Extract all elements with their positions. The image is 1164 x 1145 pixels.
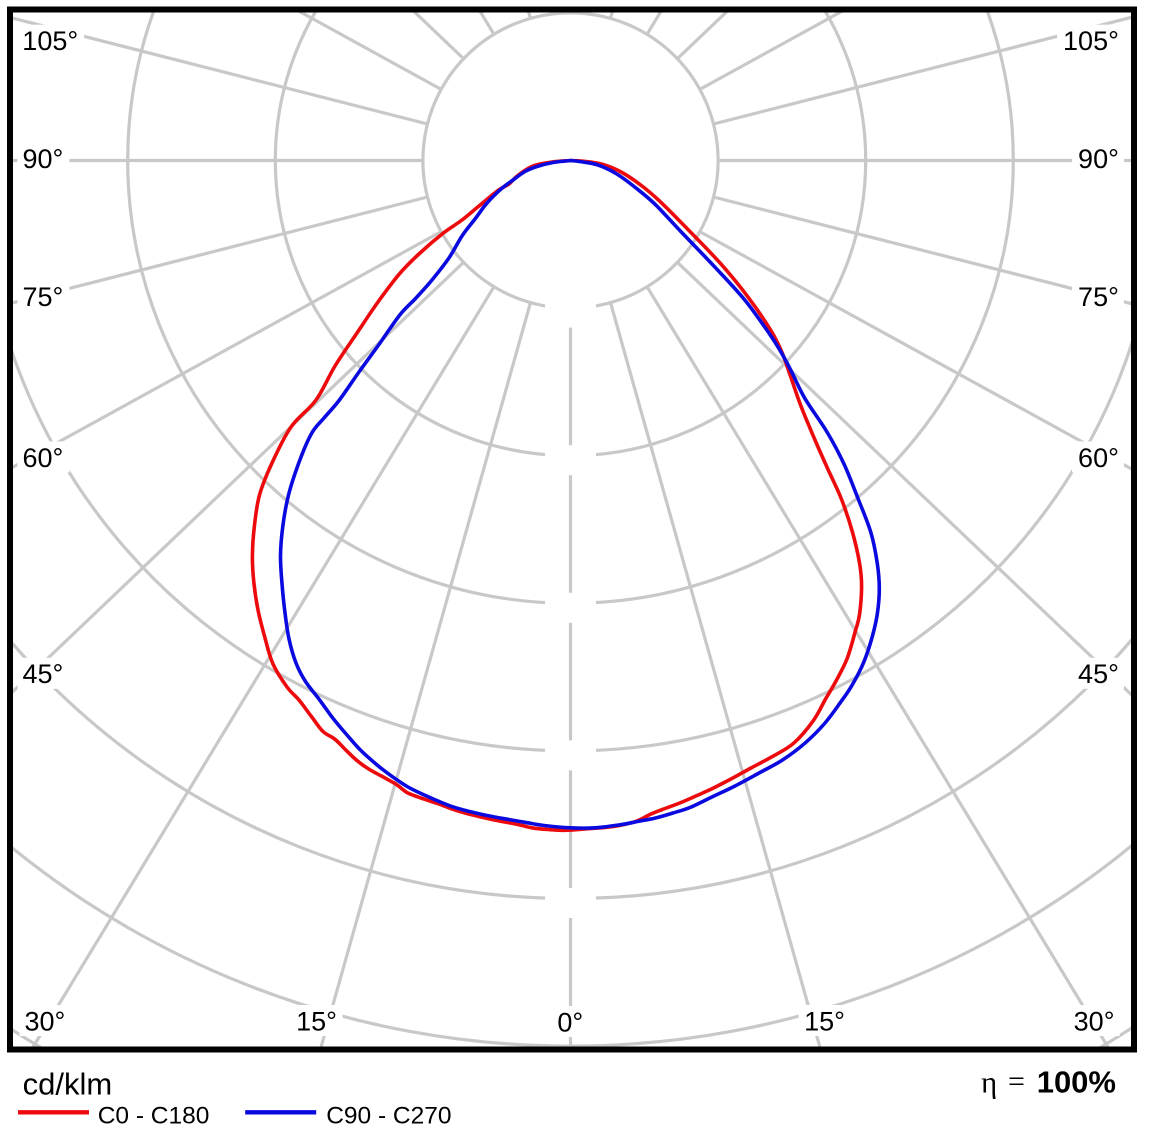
svg-text:=: = (1008, 1065, 1025, 1098)
svg-text:60°: 60° (1078, 443, 1119, 473)
svg-text:45°: 45° (23, 659, 64, 689)
svg-text:90°: 90° (23, 144, 64, 174)
svg-text:0°: 0° (557, 1007, 583, 1037)
svg-text:45°: 45° (1078, 659, 1119, 689)
svg-text:cd/klm: cd/klm (23, 1067, 113, 1102)
svg-text:15°: 15° (804, 1006, 845, 1036)
svg-text:30°: 30° (1074, 1006, 1115, 1036)
svg-text:η: η (981, 1065, 997, 1100)
svg-text:30°: 30° (25, 1006, 66, 1036)
svg-text:105°: 105° (1063, 26, 1119, 56)
svg-text:15°: 15° (296, 1006, 337, 1036)
svg-text:60°: 60° (23, 443, 64, 473)
svg-text:75°: 75° (1078, 282, 1119, 312)
svg-text:90°: 90° (1078, 144, 1119, 174)
svg-text:105°: 105° (22, 26, 78, 56)
svg-text:100%: 100% (1037, 1065, 1116, 1100)
svg-text:C90 - C270: C90 - C270 (326, 1103, 451, 1130)
svg-text:75°: 75° (23, 282, 64, 312)
svg-text:C0 - C180: C0 - C180 (98, 1103, 210, 1130)
